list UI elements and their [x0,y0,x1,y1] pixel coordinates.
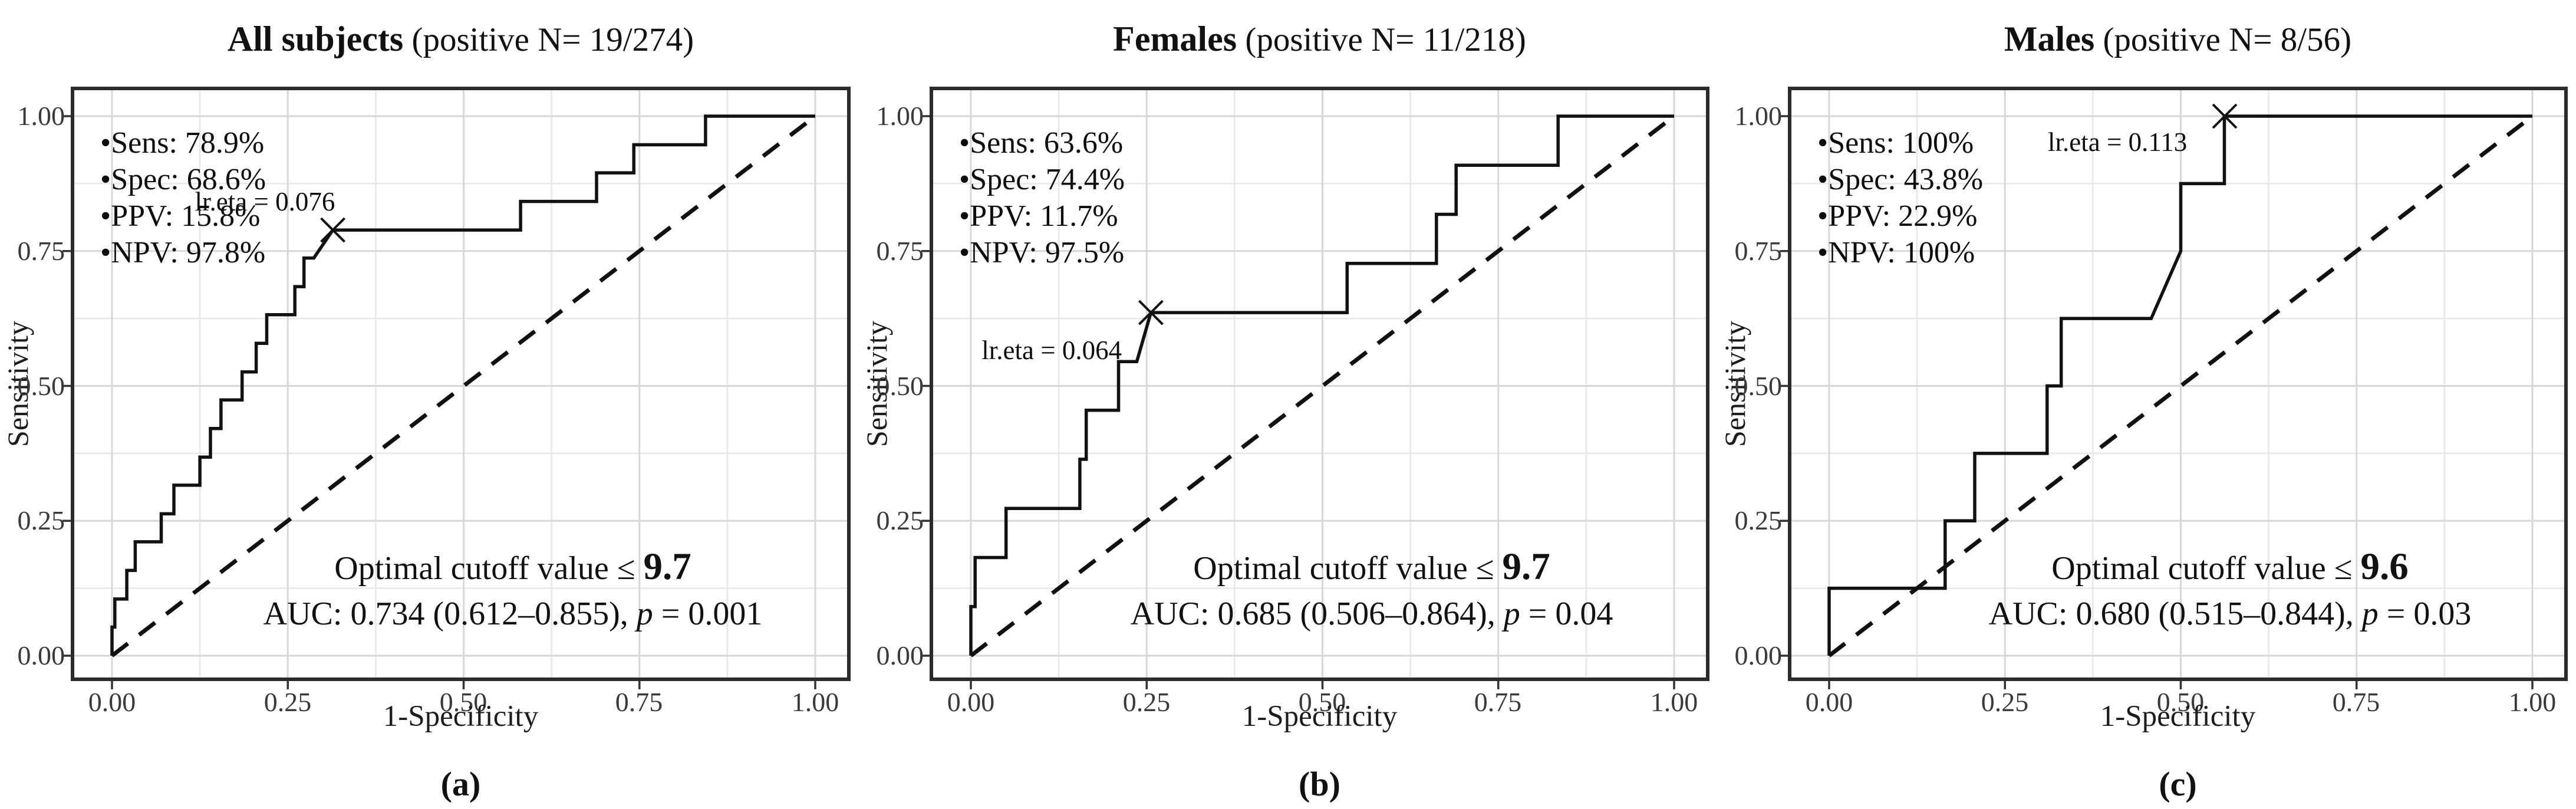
x-tick-label: 0.00 [88,687,136,717]
cutoff-prefix: Optimal cutoff value ≤ [2051,550,2361,587]
stats-block: •Sens: 63.6% •Spec: 74.4% •PPV: 11.7% •N… [959,125,1125,271]
panel-title-group: All subjects [227,19,404,58]
x-tick-label: 0.00 [947,687,995,717]
x-tick-label: 0.25 [263,687,312,717]
y-tick-label: 0.00 [17,640,65,670]
stat-line-sens: •Sens: 100% [1817,126,1974,160]
lr-eta-annotation: lr.eta = 0.113 [2048,127,2188,157]
x-tick-label: 0.50 [1298,687,1346,717]
x-axis-title: 1-Specificity [1241,700,1398,733]
stat-line-spec: •Spec: 68.6% [100,163,266,196]
y-tick-label: 0.50 [17,371,65,401]
stat-line-sens: •Sens: 78.9% [100,126,265,160]
x-tick-label: 0.75 [1474,687,1522,717]
roc-panel-females: Females (positive N= 11/218) Sensitivity… [859,0,1718,809]
roc-plot-svg [62,87,851,689]
panel-title-positives: (positive N= 11/218) [1237,21,1526,58]
x-tick-label: 0.75 [615,687,663,717]
panel-title-positives: (positive N= 8/56) [2094,21,2352,58]
x-axis-title: 1-Specificity [2100,700,2256,733]
stats-block: •Sens: 78.9% •Spec: 68.6% •PPV: 15.8% •N… [100,125,266,271]
x-axis-title: 1-Specificity [383,700,539,733]
panel-title-group: Males [2004,19,2095,58]
optimal-cutoff-line: Optimal cutoff value ≤ 9.6 [1918,545,2542,590]
y-tick-label: 0.25 [876,505,924,535]
auc-text: AUC: 0.685 (0.506–0.864), [1130,596,1504,632]
y-tick-label: 0.00 [876,640,924,670]
stat-line-ppv: •PPV: 15.8% [100,199,261,233]
p-value: = 0.001 [653,596,763,632]
cutoff-value: 9.7 [1502,545,1550,588]
cutoff-value: 9.7 [643,545,691,588]
panel-title: Males (positive N= 8/56) [1790,19,2566,60]
cutoff-prefix: Optimal cutoff value ≤ [334,550,644,587]
x-tick-label: 0.50 [439,687,487,717]
p-value: = 0.04 [1520,596,1613,632]
y-tick-label: 0.50 [876,371,924,401]
x-tick-label: 1.00 [791,687,839,717]
stat-line-spec: •Spec: 43.8% [1817,163,1984,196]
lr-eta-annotation: lr.eta = 0.076 [195,186,335,216]
auc-line: AUC: 0.680 (0.515–0.844), p = 0.03 [1918,590,2542,637]
panel-title: Females (positive N= 11/218) [931,19,1708,60]
auc-line: AUC: 0.685 (0.506–0.864), p = 0.04 [1059,590,1684,637]
cutoff-prefix: Optimal cutoff value ≤ [1193,550,1503,587]
panel-title: All subjects (positive N= 19/274) [73,19,849,60]
p-symbol: p [1503,596,1520,632]
x-tick-label: 0.00 [1805,687,1853,717]
y-tick-label: 0.50 [1734,371,1783,401]
cutoff-value: 9.6 [2360,545,2409,588]
y-tick-label: 1.00 [1734,101,1783,131]
y-tick-label: 0.75 [876,236,924,266]
stat-line-npv: •NPV: 97.5% [959,236,1125,269]
cutoff-annotation-block: Optimal cutoff value ≤ 9.7 AUC: 0.734 (0… [200,545,825,637]
roc-plot-svg [921,87,1709,689]
stat-line-npv: •NPV: 100% [1817,236,1975,269]
panel-caption: (c) [2159,765,2197,803]
auc-text: AUC: 0.680 (0.515–0.844), [1988,596,2362,632]
y-tick-label: 0.75 [1734,236,1783,266]
stats-block: •Sens: 100% •Spec: 43.8% •PPV: 22.9% •NP… [1817,125,1983,271]
stat-line-sens: •Sens: 63.6% [959,126,1124,160]
panel-title-positives: (positive N= 19/274) [403,21,694,58]
y-tick-label: 0.25 [17,505,65,535]
stat-line-ppv: •PPV: 22.9% [1817,199,1978,233]
cutoff-annotation-block: Optimal cutoff value ≤ 9.7 AUC: 0.685 (0… [1059,545,1684,637]
x-tick-label: 0.75 [2332,687,2380,717]
panel-caption: (a) [440,765,481,803]
lr-eta-annotation: lr.eta = 0.064 [981,336,1122,366]
p-symbol: p [2361,596,2379,632]
optimal-cutoff-line: Optimal cutoff value ≤ 9.7 [200,545,825,590]
stat-line-spec: •Spec: 74.4% [959,163,1125,196]
x-tick-label: 0.50 [2156,687,2205,717]
roc-plot-svg [1780,87,2568,689]
roc-panel-all-subjects: All subjects (positive N= 19/274) Sensit… [0,0,859,809]
x-tick-label: 1.00 [1650,687,1698,717]
p-value: = 0.03 [2378,596,2472,632]
panel-title-group: Females [1113,19,1237,58]
y-tick-label: 1.00 [876,101,924,131]
p-symbol: p [636,596,653,632]
auc-line: AUC: 0.734 (0.612–0.855), p = 0.001 [200,590,825,637]
cutoff-annotation-block: Optimal cutoff value ≤ 9.6 AUC: 0.680 (0… [1918,545,2542,637]
x-tick-label: 1.00 [2508,687,2557,717]
y-tick-label: 0.75 [17,236,65,266]
panel-caption: (b) [1299,765,1340,803]
auc-text: AUC: 0.734 (0.612–0.855), [263,596,637,632]
y-tick-label: 1.00 [17,101,65,131]
y-tick-label: 0.25 [1734,505,1783,535]
optimal-cutoff-line: Optimal cutoff value ≤ 9.7 [1059,545,1684,590]
x-tick-label: 0.25 [1981,687,2029,717]
stat-line-npv: •NPV: 97.8% [100,236,266,269]
stat-line-ppv: •PPV: 11.7% [959,199,1118,233]
roc-panel-males: Males (positive N= 8/56) Sensitivity 1.0… [1717,0,2576,809]
x-tick-label: 0.25 [1122,687,1171,717]
y-tick-label: 0.00 [1734,640,1783,670]
